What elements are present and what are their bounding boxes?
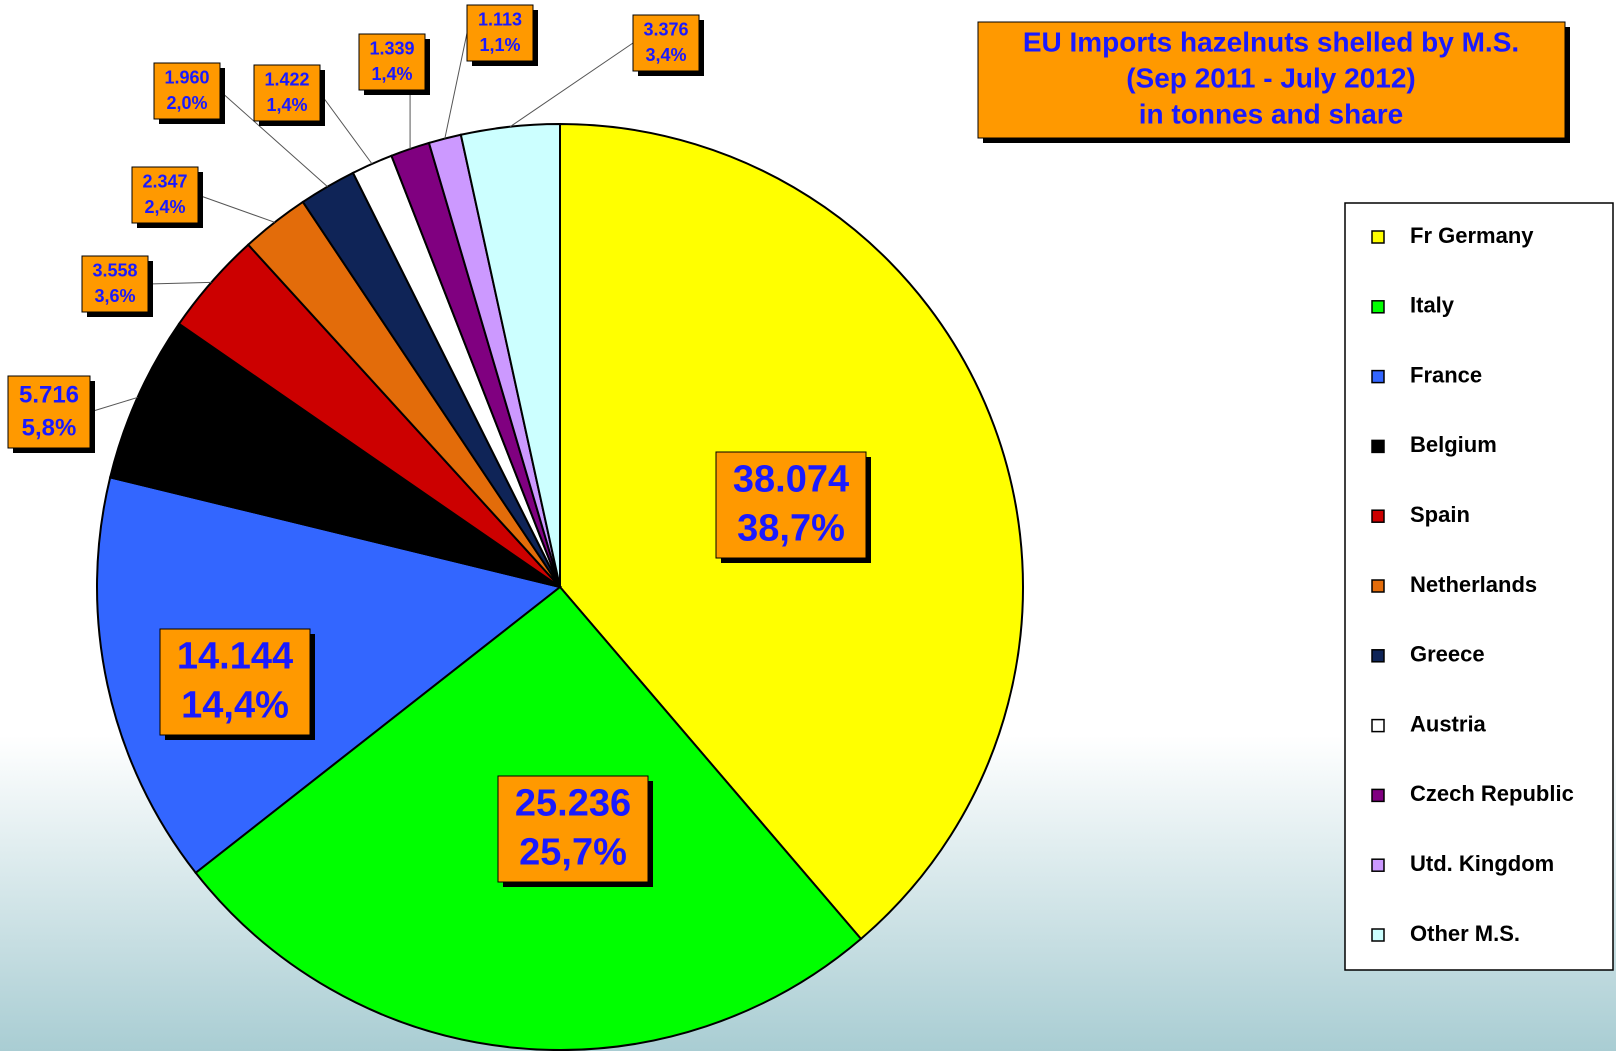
share-label: 1,1% bbox=[479, 35, 520, 55]
legend-marker bbox=[1372, 929, 1384, 941]
share-label: 2,0% bbox=[166, 93, 207, 113]
legend-marker bbox=[1372, 859, 1384, 871]
legend-marker bbox=[1372, 789, 1384, 801]
data-label: 25.236 bbox=[515, 783, 631, 825]
legend-label: Austria bbox=[1410, 711, 1487, 736]
legend-marker bbox=[1372, 371, 1384, 383]
legend-marker bbox=[1372, 580, 1384, 592]
legend-label: Greece bbox=[1410, 642, 1485, 667]
legend-marker bbox=[1372, 720, 1384, 732]
data-label: 2.347 bbox=[142, 171, 187, 191]
share-label: 38,7% bbox=[737, 507, 845, 549]
data-label: 3.376 bbox=[643, 19, 688, 39]
data-label: 3.558 bbox=[92, 260, 137, 280]
legend-label: Netherlands bbox=[1410, 572, 1537, 597]
legend-label: Italy bbox=[1410, 293, 1455, 318]
legend-marker bbox=[1372, 650, 1384, 662]
share-label: 2,4% bbox=[144, 197, 185, 217]
share-label: 1,4% bbox=[266, 95, 307, 115]
share-label: 14,4% bbox=[181, 684, 289, 726]
share-label: 1,4% bbox=[371, 64, 412, 84]
data-label: 1.960 bbox=[164, 67, 209, 87]
data-label: 38.074 bbox=[733, 459, 849, 501]
share-label: 25,7% bbox=[519, 831, 627, 873]
legend-marker bbox=[1372, 440, 1384, 452]
data-label: 1.422 bbox=[264, 69, 309, 89]
data-label: 1.339 bbox=[369, 38, 414, 58]
share-label: 3,6% bbox=[94, 286, 135, 306]
legend-label: Utd. Kingdom bbox=[1410, 851, 1554, 876]
share-label: 5,8% bbox=[22, 415, 77, 442]
legend-label: Czech Republic bbox=[1410, 781, 1574, 806]
data-label: 1.113 bbox=[478, 9, 522, 29]
chart-title: EU Imports hazelnuts shelled by M.S. bbox=[1023, 26, 1519, 57]
legend-label: Spain bbox=[1410, 502, 1470, 527]
chart-subtitle: (Sep 2011 - July 2012) bbox=[1126, 62, 1416, 93]
share-label: 3,4% bbox=[645, 45, 686, 65]
legend-marker bbox=[1372, 301, 1384, 313]
legend-label: Belgium bbox=[1410, 432, 1497, 457]
legend-label: Other M.S. bbox=[1410, 921, 1520, 946]
legend-marker bbox=[1372, 231, 1384, 243]
legend-label: Fr Germany bbox=[1410, 223, 1534, 248]
chart: EU Imports hazelnuts shelled by M.S. (Se… bbox=[0, 0, 1616, 1051]
data-label: 14.144 bbox=[177, 636, 293, 678]
legend-marker bbox=[1372, 510, 1384, 522]
chart-note: in tonnes and share bbox=[1139, 98, 1404, 129]
legend-label: France bbox=[1410, 362, 1482, 387]
data-label: 5.716 bbox=[19, 382, 79, 409]
